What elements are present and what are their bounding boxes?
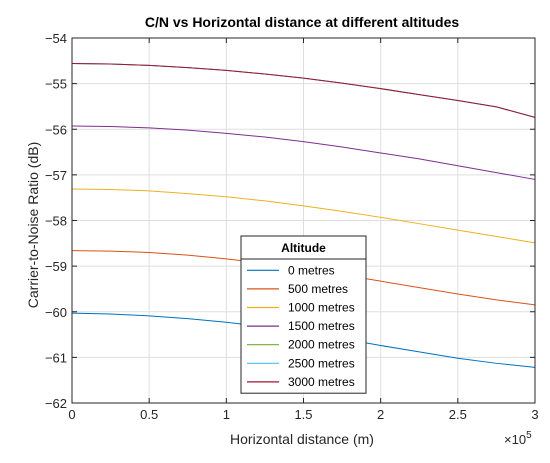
y-tick-label: −59 xyxy=(45,259,67,274)
y-tick-label: −54 xyxy=(45,31,67,46)
series-line-6 xyxy=(71,63,536,118)
x-axis-exponent: ×105 xyxy=(504,430,532,447)
y-tick-label: −56 xyxy=(45,122,67,137)
y-axis-label: Carrier-to-Noise Ratio (dB) xyxy=(25,142,41,308)
y-tick-label: −58 xyxy=(45,214,67,229)
x-tick-label: 1 xyxy=(223,407,230,422)
legend-entry: 2000 metres xyxy=(288,338,355,352)
axis-ticks: 0 0.5 1 1.5 2 2.5 3 −62 −61 −60 −59 −58 −57 −56 −55 −54 xyxy=(45,31,539,422)
chart-title: C/N vs Horizontal distance at different … xyxy=(145,14,459,30)
x-tick-label: 0 xyxy=(68,407,75,422)
y-tick-label: −57 xyxy=(45,168,67,183)
legend-entry: 3000 metres xyxy=(288,375,355,389)
legend-entry: 1500 metres xyxy=(288,319,355,333)
x-tick-label: 2 xyxy=(377,407,384,422)
legend-entry: 0 metres xyxy=(288,263,335,277)
grid-lines xyxy=(71,37,536,404)
legend-entry: 500 metres xyxy=(288,282,348,296)
x-axis-label: Horizontal distance (m) xyxy=(230,431,374,447)
x-exponent-power: 5 xyxy=(526,430,532,441)
legend-entry: 1000 metres xyxy=(288,301,355,315)
x-tick-label: 0.5 xyxy=(140,407,158,422)
y-tick-label: −62 xyxy=(45,396,67,411)
legend-title: Altitude xyxy=(281,241,326,255)
legend: Altitude 0 metres 500 metres 1000 metres 150… xyxy=(240,235,367,394)
x-tick-label: 3 xyxy=(531,407,538,422)
legend-box xyxy=(240,235,367,394)
legend-entry: 2500 metres xyxy=(288,356,355,370)
x-tick-label: 2.5 xyxy=(449,407,467,422)
y-tick-label: −60 xyxy=(45,305,67,320)
y-tick-label: −61 xyxy=(45,350,67,365)
x-tick-label: 1.5 xyxy=(294,407,312,422)
series-line-2 xyxy=(71,188,536,244)
series-line-3 xyxy=(71,125,536,180)
y-tick-label: −55 xyxy=(45,77,67,92)
x-exponent-base: ×10 xyxy=(504,432,526,447)
